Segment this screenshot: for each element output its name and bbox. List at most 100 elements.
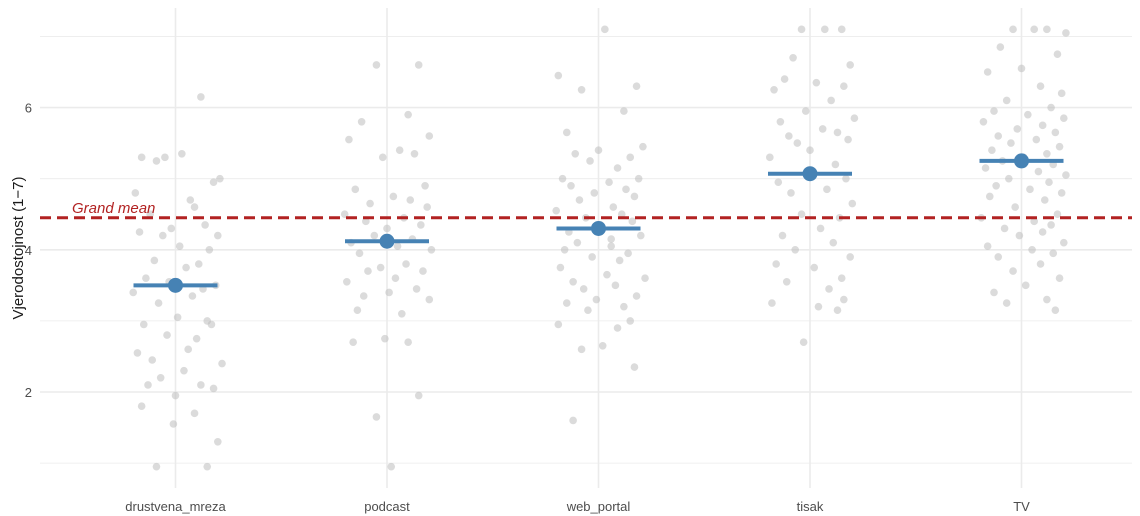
data-point [387,462,396,471]
data-point [1002,299,1011,307]
data-point [776,117,785,126]
data-point [372,413,381,421]
data-point [1055,142,1064,151]
mean-point [802,166,818,182]
mean-point [168,277,183,293]
data-point [990,107,998,115]
data-point [364,267,372,275]
data-point [131,189,140,197]
data-point [996,43,1005,51]
data-point [1038,228,1047,236]
data-point [990,288,998,297]
y-tick-label: 6 [25,101,32,116]
data-point [385,288,393,297]
data-point [1062,29,1070,37]
data-point [1015,231,1024,240]
data-point [624,249,632,258]
data-point [552,206,560,215]
data-point [419,267,427,275]
data-point [1053,210,1062,219]
data-point [569,277,577,286]
data-point [766,153,774,162]
data-point [825,285,833,293]
data-point [425,295,434,304]
data-point [152,462,161,471]
data-point [562,128,571,137]
data-point [1047,221,1055,229]
data-point [1032,135,1041,144]
data-point [617,210,626,219]
data-point [1030,217,1038,226]
data-point [207,320,216,329]
data-point [628,217,637,226]
data-point [378,153,387,162]
data-point [393,242,402,251]
data-point [1024,110,1032,119]
data-point [129,288,137,297]
data-point [180,366,188,375]
data-point [575,196,584,204]
data-point [1053,50,1062,59]
data-point [837,274,846,283]
data-point [620,107,628,115]
data-point [414,391,423,400]
data-point [188,292,197,300]
data-point [816,224,825,233]
data-point [398,309,406,318]
data-point [406,196,415,204]
data-point [626,153,635,162]
data-point [979,117,988,126]
data-point [833,128,842,137]
data-point [844,135,852,144]
data-point [622,185,630,194]
data-point [142,274,150,283]
data-point [190,409,199,418]
data-point [1036,260,1045,268]
data-point [620,302,628,311]
data-point [785,132,793,140]
data-point [577,85,586,94]
data-point [349,338,357,347]
x-tick-label: drustvena_mreza [125,499,226,514]
data-point [1017,64,1026,73]
data-point [632,292,641,300]
data-point [366,199,374,208]
data-point [573,238,582,247]
data-point [639,142,647,151]
data-point [634,174,643,183]
data-point [567,181,575,190]
data-point [201,221,209,229]
data-point [611,281,620,290]
data-point [133,349,142,357]
data-point [1005,174,1013,183]
data-point [1000,224,1009,233]
data-point [154,299,163,307]
data-point [1007,139,1015,147]
data-point [214,231,222,240]
x-tick-label: TV [1013,499,1030,514]
data-point [584,306,592,315]
data-point [423,203,431,211]
data-point [169,420,178,428]
data-point [139,320,148,329]
data-point [797,210,806,219]
data-point [351,185,360,194]
x-tick-label: podcast [364,499,410,514]
data-point [846,61,854,69]
data-point [137,402,146,411]
data-point [1009,25,1017,34]
data-point [209,384,218,393]
data-point [994,253,1003,261]
data-point [554,320,563,329]
data-point [988,146,996,155]
data-point [770,85,778,94]
data-point [402,260,410,268]
data-point [603,270,611,279]
data-point [810,263,819,272]
data-point [152,157,161,165]
data-point [840,82,848,91]
data-point [630,363,639,371]
data-point [1060,238,1068,247]
data-point [1060,114,1068,123]
